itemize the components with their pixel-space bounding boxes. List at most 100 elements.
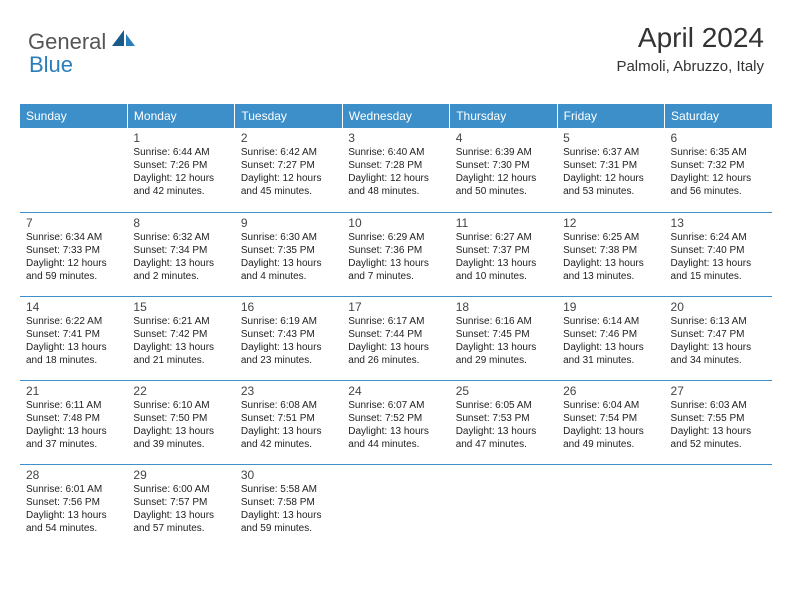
day-number: 8 xyxy=(133,216,228,230)
calendar-day-cell xyxy=(342,464,449,548)
daylight-text: and 48 minutes. xyxy=(348,185,443,198)
daylight-text: and 44 minutes. xyxy=(348,438,443,451)
day-number: 30 xyxy=(241,468,336,482)
sunset-text: Sunset: 7:37 PM xyxy=(456,244,551,257)
day-number: 29 xyxy=(133,468,228,482)
day-number: 2 xyxy=(241,131,336,145)
calendar-day-cell: 14Sunrise: 6:22 AMSunset: 7:41 PMDayligh… xyxy=(20,296,127,380)
day-number: 28 xyxy=(26,468,121,482)
daylight-text: Daylight: 13 hours xyxy=(456,425,551,438)
sunrise-text: Sunrise: 6:08 AM xyxy=(241,399,336,412)
calendar-day-cell xyxy=(450,464,557,548)
sunrise-text: Sunrise: 6:30 AM xyxy=(241,231,336,244)
daylight-text: and 59 minutes. xyxy=(26,270,121,283)
calendar-day-cell: 19Sunrise: 6:14 AMSunset: 7:46 PMDayligh… xyxy=(557,296,664,380)
sunset-text: Sunset: 7:57 PM xyxy=(133,496,228,509)
day-number: 23 xyxy=(241,384,336,398)
sunrise-text: Sunrise: 6:29 AM xyxy=(348,231,443,244)
sunrise-text: Sunrise: 6:01 AM xyxy=(26,483,121,496)
sunset-text: Sunset: 7:46 PM xyxy=(563,328,658,341)
daylight-text: and 15 minutes. xyxy=(671,270,766,283)
daylight-text: and 57 minutes. xyxy=(133,522,228,535)
calendar-day-cell: 13Sunrise: 6:24 AMSunset: 7:40 PMDayligh… xyxy=(665,212,772,296)
daylight-text: and 18 minutes. xyxy=(26,354,121,367)
calendar-day-cell: 20Sunrise: 6:13 AMSunset: 7:47 PMDayligh… xyxy=(665,296,772,380)
daylight-text: Daylight: 13 hours xyxy=(456,341,551,354)
calendar-week-row: 1Sunrise: 6:44 AMSunset: 7:26 PMDaylight… xyxy=(20,128,772,212)
sunset-text: Sunset: 7:54 PM xyxy=(563,412,658,425)
daylight-text: Daylight: 13 hours xyxy=(26,341,121,354)
sunrise-text: Sunrise: 6:13 AM xyxy=(671,315,766,328)
calendar-day-cell: 15Sunrise: 6:21 AMSunset: 7:42 PMDayligh… xyxy=(127,296,234,380)
sunrise-text: Sunrise: 6:10 AM xyxy=(133,399,228,412)
sunrise-text: Sunrise: 6:35 AM xyxy=(671,146,766,159)
calendar-week-row: 21Sunrise: 6:11 AMSunset: 7:48 PMDayligh… xyxy=(20,380,772,464)
calendar-day-cell: 11Sunrise: 6:27 AMSunset: 7:37 PMDayligh… xyxy=(450,212,557,296)
sunset-text: Sunset: 7:40 PM xyxy=(671,244,766,257)
day-number: 7 xyxy=(26,216,121,230)
sunrise-text: Sunrise: 6:27 AM xyxy=(456,231,551,244)
sunset-text: Sunset: 7:31 PM xyxy=(563,159,658,172)
daylight-text: and 29 minutes. xyxy=(456,354,551,367)
sunset-text: Sunset: 7:27 PM xyxy=(241,159,336,172)
day-number: 6 xyxy=(671,131,766,145)
sunset-text: Sunset: 7:36 PM xyxy=(348,244,443,257)
sunrise-text: Sunrise: 6:04 AM xyxy=(563,399,658,412)
day-number: 11 xyxy=(456,216,551,230)
day-number: 1 xyxy=(133,131,228,145)
sunset-text: Sunset: 7:42 PM xyxy=(133,328,228,341)
daylight-text: and 37 minutes. xyxy=(26,438,121,451)
daylight-text: Daylight: 13 hours xyxy=(133,425,228,438)
sunrise-text: Sunrise: 6:37 AM xyxy=(563,146,658,159)
calendar-day-cell: 23Sunrise: 6:08 AMSunset: 7:51 PMDayligh… xyxy=(235,380,342,464)
calendar-day-cell: 9Sunrise: 6:30 AMSunset: 7:35 PMDaylight… xyxy=(235,212,342,296)
daylight-text: and 56 minutes. xyxy=(671,185,766,198)
weekday-header-row: Sunday Monday Tuesday Wednesday Thursday… xyxy=(20,104,772,128)
calendar-day-cell: 5Sunrise: 6:37 AMSunset: 7:31 PMDaylight… xyxy=(557,128,664,212)
sunset-text: Sunset: 7:55 PM xyxy=(671,412,766,425)
calendar-day-cell: 27Sunrise: 6:03 AMSunset: 7:55 PMDayligh… xyxy=(665,380,772,464)
weekday-header: Wednesday xyxy=(342,104,449,128)
day-number: 12 xyxy=(563,216,658,230)
daylight-text: and 31 minutes. xyxy=(563,354,658,367)
logo: General xyxy=(28,28,136,55)
daylight-text: and 54 minutes. xyxy=(26,522,121,535)
day-number: 21 xyxy=(26,384,121,398)
daylight-text: Daylight: 13 hours xyxy=(133,341,228,354)
calendar-day-cell: 26Sunrise: 6:04 AMSunset: 7:54 PMDayligh… xyxy=(557,380,664,464)
logo-text-blue-wrap: Blue xyxy=(28,52,73,78)
daylight-text: Daylight: 13 hours xyxy=(671,257,766,270)
sunrise-text: Sunrise: 6:24 AM xyxy=(671,231,766,244)
daylight-text: Daylight: 12 hours xyxy=(133,172,228,185)
daylight-text: and 39 minutes. xyxy=(133,438,228,451)
calendar-day-cell: 6Sunrise: 6:35 AMSunset: 7:32 PMDaylight… xyxy=(665,128,772,212)
day-number: 25 xyxy=(456,384,551,398)
daylight-text: and 10 minutes. xyxy=(456,270,551,283)
day-number: 27 xyxy=(671,384,766,398)
calendar-day-cell: 18Sunrise: 6:16 AMSunset: 7:45 PMDayligh… xyxy=(450,296,557,380)
calendar-day-cell: 7Sunrise: 6:34 AMSunset: 7:33 PMDaylight… xyxy=(20,212,127,296)
daylight-text: Daylight: 13 hours xyxy=(456,257,551,270)
day-number: 3 xyxy=(348,131,443,145)
sunset-text: Sunset: 7:52 PM xyxy=(348,412,443,425)
day-number: 16 xyxy=(241,300,336,314)
calendar-day-cell: 29Sunrise: 6:00 AMSunset: 7:57 PMDayligh… xyxy=(127,464,234,548)
daylight-text: Daylight: 13 hours xyxy=(133,257,228,270)
sunrise-text: Sunrise: 6:42 AM xyxy=(241,146,336,159)
day-number: 22 xyxy=(133,384,228,398)
calendar-day-cell xyxy=(665,464,772,548)
sunrise-text: Sunrise: 6:44 AM xyxy=(133,146,228,159)
daylight-text: and 2 minutes. xyxy=(133,270,228,283)
calendar-day-cell: 25Sunrise: 6:05 AMSunset: 7:53 PMDayligh… xyxy=(450,380,557,464)
day-number: 26 xyxy=(563,384,658,398)
sunset-text: Sunset: 7:35 PM xyxy=(241,244,336,257)
sunrise-text: Sunrise: 6:00 AM xyxy=(133,483,228,496)
calendar-day-cell: 8Sunrise: 6:32 AMSunset: 7:34 PMDaylight… xyxy=(127,212,234,296)
daylight-text: and 49 minutes. xyxy=(563,438,658,451)
sunrise-text: Sunrise: 6:39 AM xyxy=(456,146,551,159)
sunset-text: Sunset: 7:41 PM xyxy=(26,328,121,341)
daylight-text: Daylight: 13 hours xyxy=(241,341,336,354)
sunset-text: Sunset: 7:30 PM xyxy=(456,159,551,172)
daylight-text: and 21 minutes. xyxy=(133,354,228,367)
daylight-text: Daylight: 13 hours xyxy=(671,425,766,438)
